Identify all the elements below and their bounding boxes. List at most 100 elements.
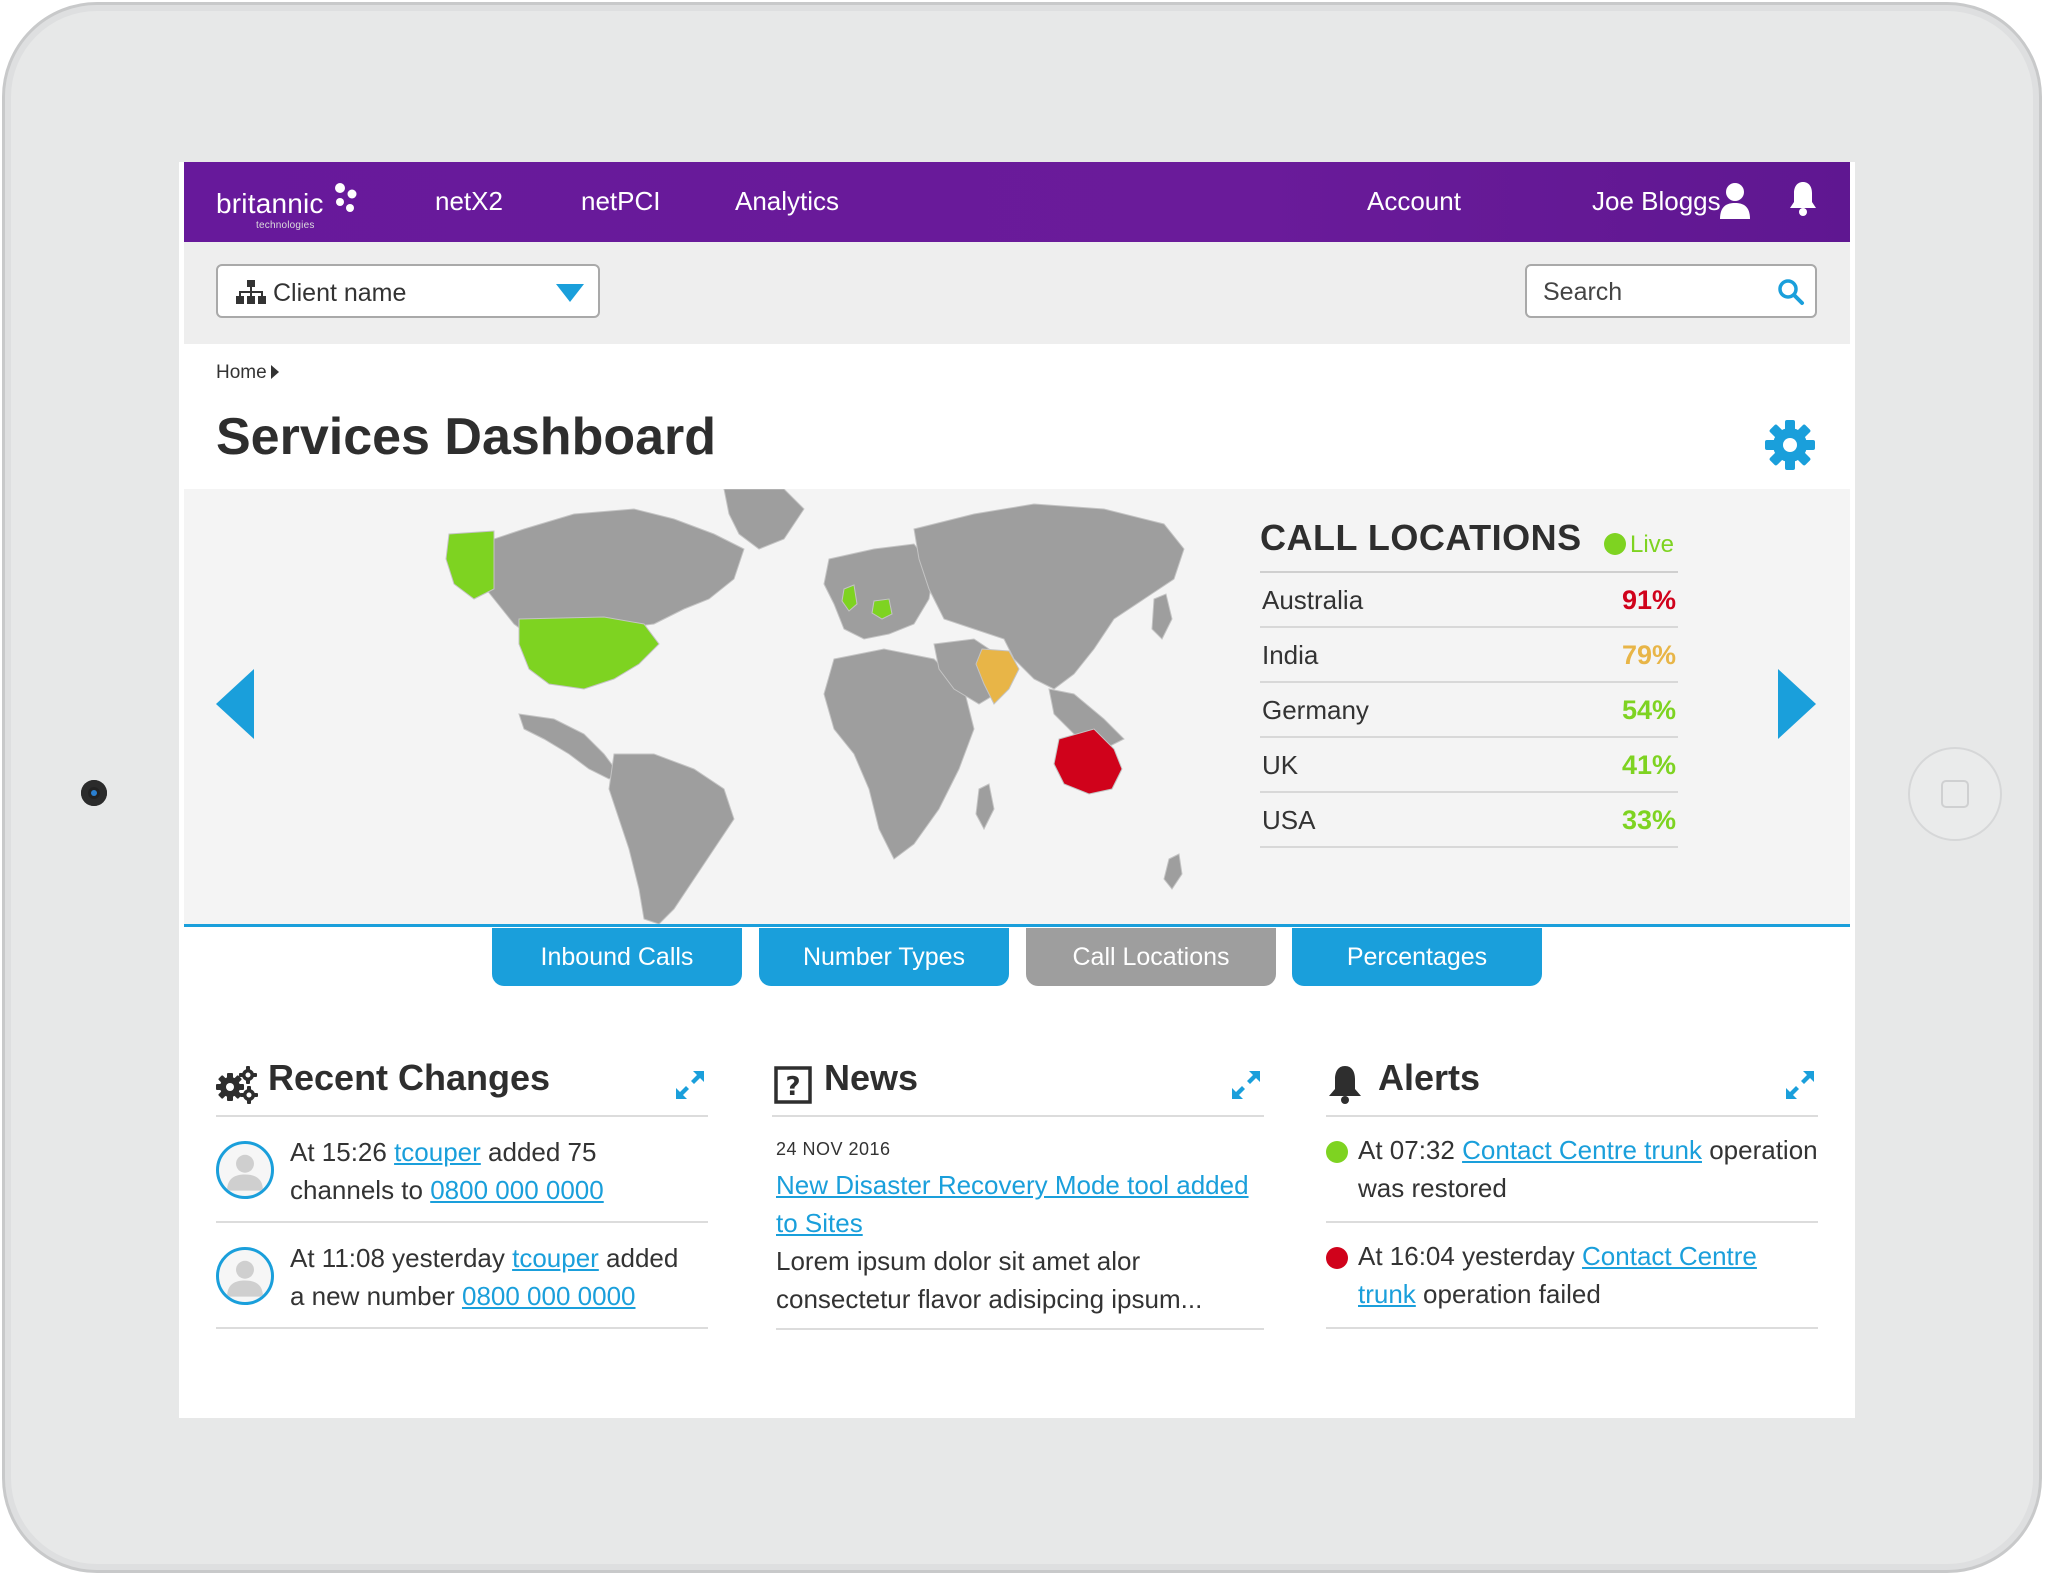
news-body: Lorem ipsum dolor sit amet alor consecte…	[776, 1242, 1264, 1330]
tab-percentages[interactable]: Percentages	[1292, 928, 1542, 986]
call-locations-list: Australia 91% India 79% Germany 54% UK 4…	[1260, 571, 1678, 848]
avatar	[216, 1247, 274, 1305]
news-date: 24 NOV 2016	[776, 1139, 891, 1159]
avatar	[216, 1141, 274, 1199]
brand-logo[interactable]: britannic technologies	[216, 183, 357, 231]
top-navigation: britannic technologies netX2 netPCI Anal…	[184, 162, 1850, 242]
expand-icon[interactable]	[1230, 1069, 1262, 1101]
bell-icon	[1329, 1066, 1361, 1104]
map-region-madagascar	[975, 783, 995, 831]
nav-item-account[interactable]: Account	[1367, 186, 1461, 216]
nav-item-analytics[interactable]: Analytics	[735, 186, 840, 216]
map-region-southeast-asia	[1048, 688, 1125, 750]
list-item: At 16:04 yesterday Contact Centre trunk …	[1326, 1223, 1818, 1329]
search-input[interactable]	[1541, 274, 1775, 310]
map-region-central-america	[518, 713, 620, 780]
list-item: India 79%	[1260, 628, 1678, 683]
widget-header: ? News	[772, 1055, 1264, 1117]
list-item: Australia 91%	[1260, 573, 1678, 628]
map-region-greenland	[723, 489, 805, 550]
list-item: At 15:26 tcouper added 75 channels to 08…	[216, 1117, 708, 1223]
location-name: India	[1262, 640, 1319, 670]
change-description: added 75 channels to	[290, 1137, 597, 1205]
logo-dots-icon	[335, 183, 357, 212]
list-item: UK 41%	[1260, 738, 1678, 793]
widget-header: Alerts	[1326, 1055, 1818, 1117]
world-map	[445, 489, 1185, 924]
breadcrumb: Home	[216, 362, 279, 384]
location-percentage: 33%	[1621, 805, 1676, 835]
map-region-japan	[1151, 593, 1173, 640]
carousel-prev-icon[interactable]	[216, 669, 256, 739]
location-name: UK	[1262, 750, 1299, 780]
nav-item-netx2[interactable]: netX2	[435, 186, 503, 216]
location-name: USA	[1262, 805, 1316, 835]
map-region-new-zealand	[1163, 853, 1183, 890]
change-prefix: At 15:26	[290, 1137, 395, 1167]
brand-name: britannic	[216, 188, 324, 219]
expand-icon[interactable]	[674, 1069, 706, 1101]
change-text: At 15:26 tcouper added 75 channels to 08…	[290, 1133, 700, 1209]
breadcrumb-home[interactable]: Home	[216, 362, 267, 383]
location-percentage: 91%	[1621, 585, 1676, 615]
bell-icon[interactable]	[1787, 180, 1819, 218]
map-region-uk	[841, 584, 858, 612]
number-link[interactable]: 0800 000 0000	[461, 1281, 636, 1311]
search-box	[1525, 264, 1817, 318]
alert-link[interactable]: Contact Centre trunk	[1358, 1241, 1757, 1309]
map-region-asia	[913, 503, 1185, 690]
tab-inbound-calls[interactable]: Inbound Calls	[492, 928, 742, 986]
question-box-icon: ?	[774, 1066, 812, 1104]
user-link[interactable]: tcouper	[394, 1137, 481, 1167]
change-description: added a new number	[290, 1243, 679, 1311]
alert-link[interactable]: Contact Centre trunk	[1462, 1135, 1702, 1165]
location-name: Australia	[1262, 585, 1364, 615]
svg-text:?: ?	[785, 1072, 800, 1102]
widget-title: News	[824, 1057, 919, 1098]
alerts-widget: Alerts At 07:32 Contact Centre trunk ope…	[1326, 1055, 1818, 1329]
alert-suffix: operation was restored	[1358, 1135, 1818, 1203]
number-link[interactable]: 0800 000 0000	[430, 1175, 604, 1205]
gears-icon	[216, 1066, 258, 1104]
status-ok-icon	[1326, 1141, 1348, 1163]
recent-changes-widget: Recent Changes At 15:26 tcouper added 75…	[216, 1055, 708, 1329]
list-item: At 11:08 yesterday tcouper added a new n…	[216, 1223, 708, 1329]
map-region-germany	[871, 598, 893, 620]
tab-call-locations[interactable]: Call Locations	[1026, 928, 1276, 986]
alert-prefix: At 16:04 yesterday	[1358, 1241, 1583, 1271]
gear-icon[interactable]	[1764, 419, 1816, 471]
live-label: Live	[1629, 531, 1674, 558]
org-chart-icon	[236, 280, 266, 304]
call-locations-card: CALL LOCATIONS Live Australia 91% India …	[1260, 517, 1678, 848]
user-icon[interactable]	[1719, 182, 1751, 220]
home-button[interactable]	[1908, 747, 2002, 841]
map-region-europe	[823, 543, 935, 640]
location-percentage: 41%	[1621, 750, 1676, 780]
toolbar: Client name	[184, 242, 1850, 344]
map-region-india	[975, 648, 1020, 705]
status-error-icon	[1326, 1247, 1348, 1269]
location-name: Germany	[1262, 695, 1369, 725]
list-item: At 07:32 Contact Centre trunk operation …	[1326, 1117, 1818, 1223]
map-panel: CALL LOCATIONS Live Australia 91% India …	[184, 489, 1850, 927]
tab-number-types[interactable]: Number Types	[759, 928, 1009, 986]
search-icon[interactable]	[1777, 278, 1805, 306]
live-indicator: Live	[1603, 531, 1674, 559]
map-region-australia	[1053, 728, 1123, 795]
expand-icon[interactable]	[1784, 1069, 1816, 1101]
app-screen: britannic technologies netX2 netPCI Anal…	[179, 162, 1855, 1418]
camera-icon	[81, 780, 107, 806]
user-name[interactable]: Joe Bloggs	[1592, 186, 1721, 216]
map-region-usa	[518, 616, 660, 690]
nav-item-netpci[interactable]: netPCI	[581, 186, 661, 216]
carousel-next-icon[interactable]	[1776, 669, 1816, 739]
user-link[interactable]: tcouper	[512, 1243, 599, 1273]
alert-prefix: At 07:32	[1358, 1135, 1463, 1165]
news-widget: ? News 24 NOV 2016 New Disaster Recovery…	[772, 1055, 1264, 1330]
news-headline-link[interactable]: New Disaster Recovery Mode tool added to…	[776, 1170, 1249, 1238]
location-percentage: 79%	[1621, 640, 1676, 670]
client-select[interactable]: Client name	[216, 264, 600, 318]
client-select-value: Client name	[273, 279, 407, 307]
chevron-down-icon	[556, 284, 584, 302]
